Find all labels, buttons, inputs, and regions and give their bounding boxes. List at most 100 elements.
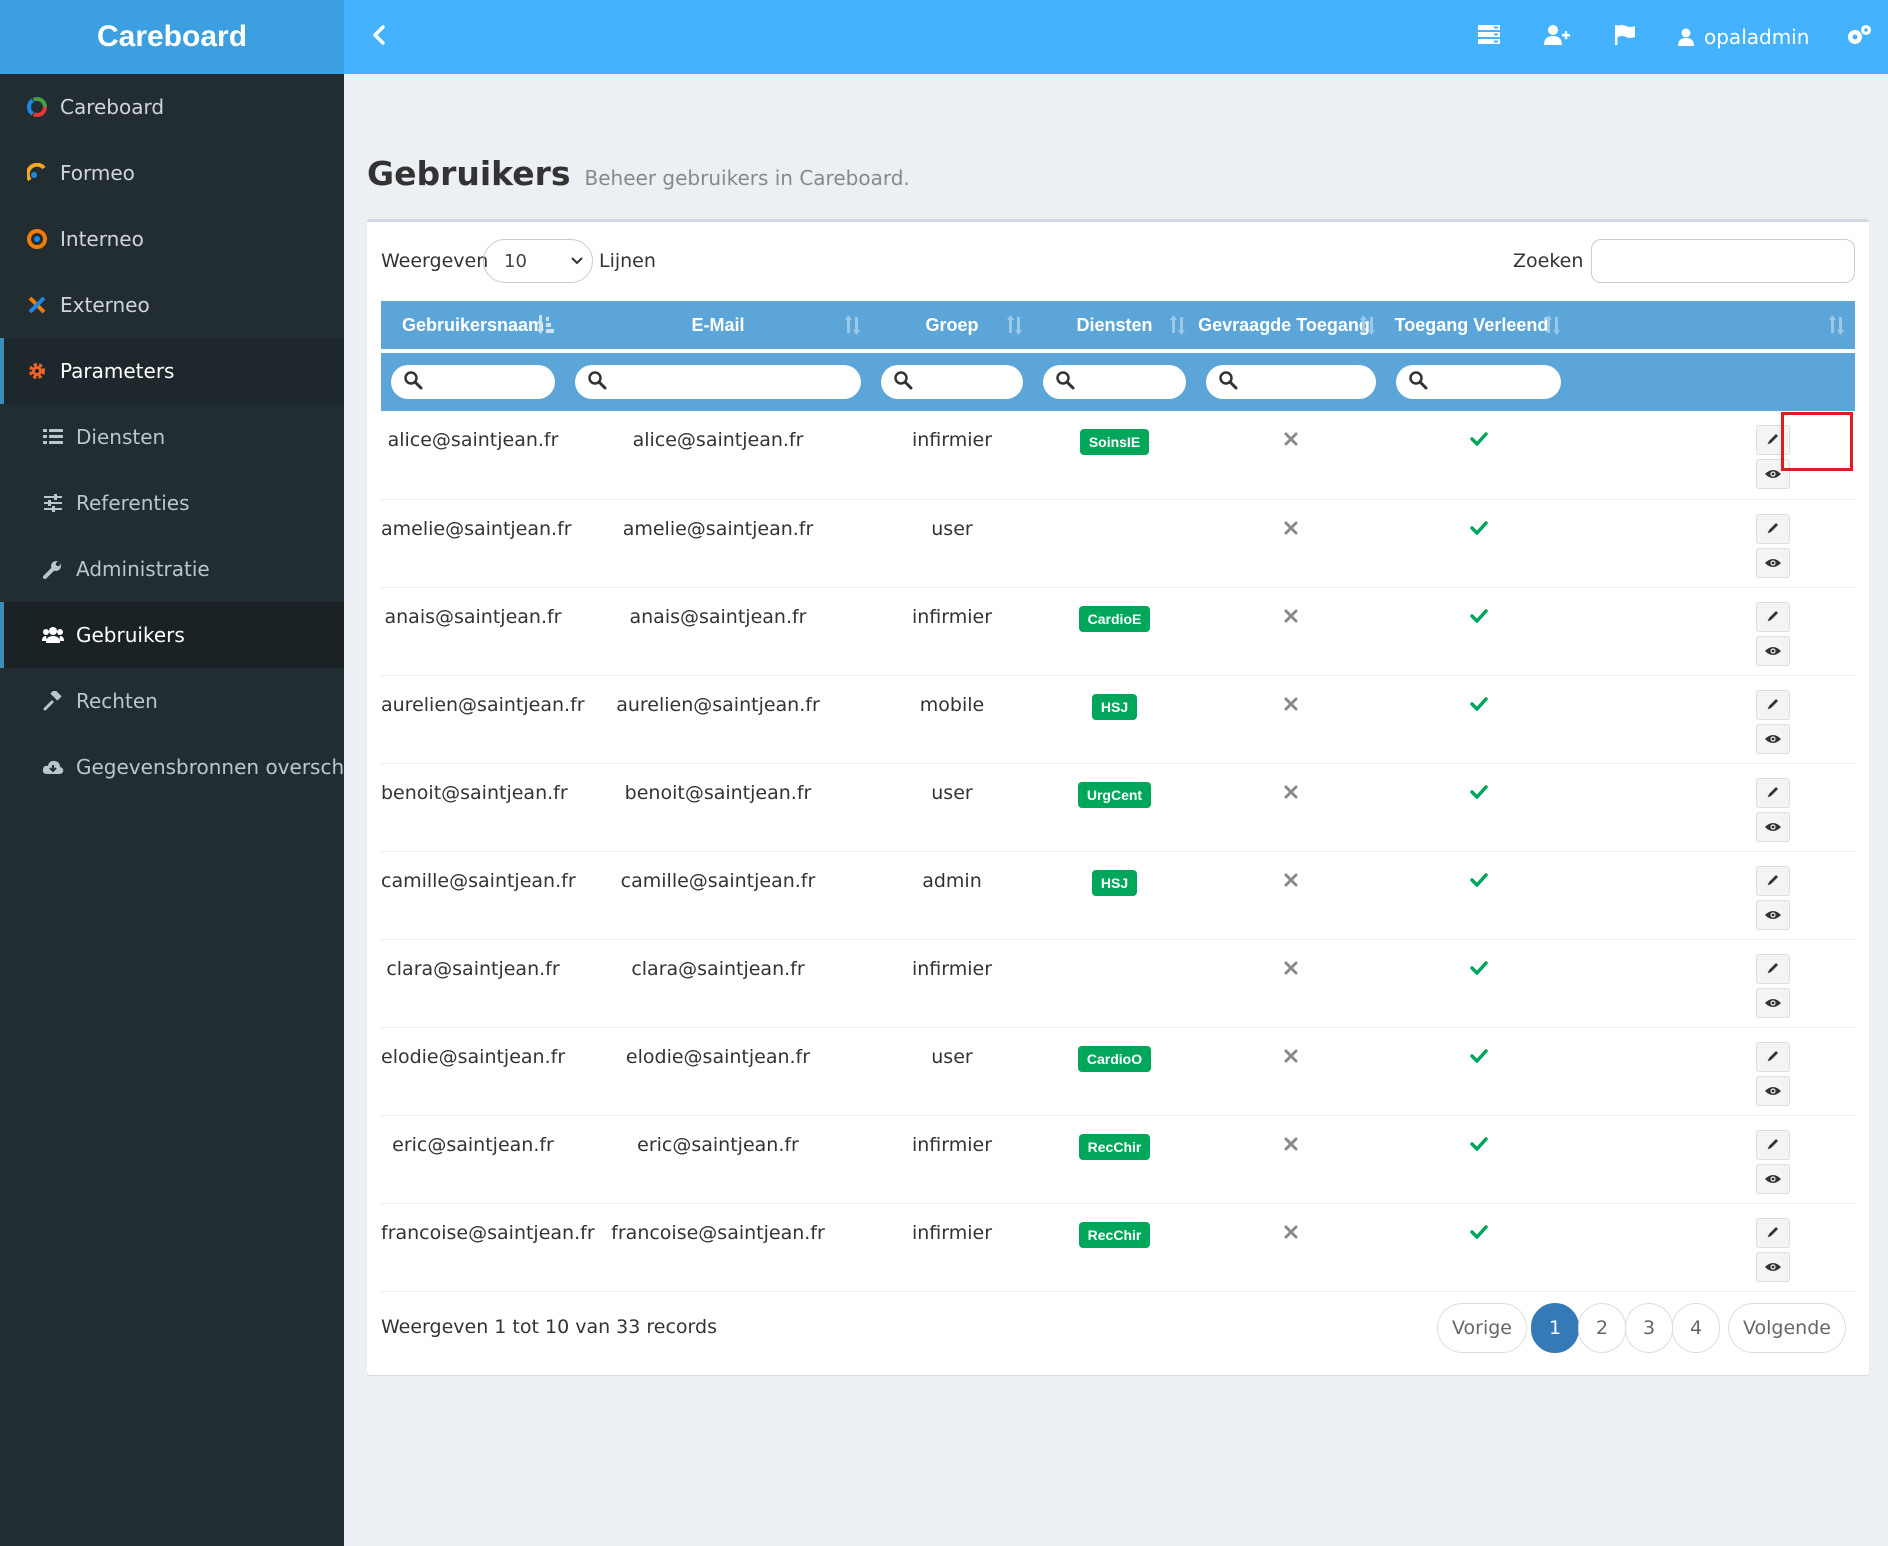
sort-icon: [1545, 315, 1561, 340]
eye-icon: [1765, 640, 1781, 662]
user-menu[interactable]: opaladmin: [1678, 18, 1809, 56]
edit-button[interactable]: [1756, 513, 1790, 544]
header-username[interactable]: Gebruikersnaam: [381, 301, 565, 349]
pagination-previous[interactable]: Vorige: [1437, 1303, 1527, 1353]
cell-group: infirmier: [871, 939, 1033, 1028]
sidebar-toggle-button[interactable]: [364, 22, 394, 52]
pencil-icon: [1766, 1222, 1780, 1244]
sidebar-item-rechten[interactable]: Rechten: [0, 668, 344, 734]
server-button[interactable]: [1474, 22, 1504, 52]
pencil-icon: [1766, 782, 1780, 804]
service-badge: RecChir: [1078, 1221, 1151, 1248]
view-button[interactable]: [1756, 1163, 1790, 1194]
filter-services-input[interactable]: [1043, 365, 1186, 399]
cell-services: RecChir: [1033, 1203, 1196, 1292]
eye-icon: [1765, 1256, 1781, 1278]
check-icon: [1469, 782, 1488, 804]
pencil-icon: [1766, 870, 1780, 892]
service-badge: RecChir: [1078, 1133, 1151, 1160]
sidebar-item-parameters[interactable]: Parameters: [0, 338, 344, 404]
user-icon: [1678, 28, 1694, 46]
pagination-page-3[interactable]: 3: [1625, 1303, 1673, 1353]
cell-services: CardioE: [1033, 587, 1196, 676]
cell-email: anais@saintjean.fr: [565, 587, 871, 676]
edit-button[interactable]: [1756, 689, 1790, 720]
sort-icon: [1170, 315, 1186, 340]
check-icon: [1469, 958, 1488, 980]
check-icon: [1469, 1222, 1488, 1244]
table-row: elodie@saintjean.fr elodie@saintjean.fr us…: [381, 1027, 1855, 1116]
sidebar-item-label: Gegevensbronnen overschrijven: [76, 755, 344, 779]
check-icon: [1469, 518, 1488, 540]
edit-button[interactable]: [1756, 1217, 1790, 1248]
view-button[interactable]: [1756, 635, 1790, 666]
search-label: Zoeken: [1513, 250, 1584, 272]
pagination-page-2[interactable]: 2: [1578, 1303, 1626, 1353]
eye-icon: [1765, 552, 1781, 574]
search-input[interactable]: [1591, 239, 1855, 283]
header-actions[interactable]: [1571, 301, 1855, 349]
sidebar-item-gegevensbronnen[interactable]: Gegevensbronnen overschrijven: [0, 734, 344, 800]
cross-icon: [1284, 429, 1298, 451]
view-button[interactable]: [1756, 459, 1790, 489]
filter-username-input[interactable]: [391, 365, 555, 399]
view-button[interactable]: [1756, 723, 1790, 754]
view-button[interactable]: [1756, 1075, 1790, 1106]
edit-button[interactable]: [1756, 1041, 1790, 1072]
cell-username: amelie@saintjean.fr: [381, 499, 572, 588]
filter-group-input[interactable]: [881, 365, 1023, 399]
flag-button[interactable]: [1610, 22, 1640, 52]
sidebar-item-externeo[interactable]: Externeo: [0, 272, 344, 338]
view-button[interactable]: [1756, 547, 1790, 578]
sidebar-item-formeo[interactable]: Formeo: [0, 140, 344, 206]
cross-icon: [1284, 870, 1298, 892]
cross-icon: [1284, 1134, 1298, 1156]
filter-email-input[interactable]: [575, 365, 861, 399]
edit-button[interactable]: [1756, 601, 1790, 632]
service-badge: CardioE: [1078, 605, 1151, 632]
settings-button[interactable]: [1844, 22, 1874, 52]
table-info: Weergeven 1 tot 10 van 33 records: [381, 1316, 717, 1338]
edit-button[interactable]: [1756, 777, 1790, 808]
sidebar-item-diensten[interactable]: Diensten: [0, 404, 344, 470]
sidebar-item-label: Parameters: [60, 359, 175, 383]
eye-icon: [1765, 463, 1781, 485]
view-button[interactable]: [1756, 987, 1790, 1018]
view-button[interactable]: [1756, 899, 1790, 930]
header-services[interactable]: Diensten: [1033, 301, 1196, 349]
sidebar-item-interneo[interactable]: Interneo: [0, 206, 344, 272]
cell-requested-access: [1196, 675, 1386, 764]
cell-actions: [1571, 939, 1855, 1028]
pagination-page-1[interactable]: 1: [1531, 1303, 1579, 1353]
cell-services: HSJ: [1033, 851, 1196, 940]
pagination-page-4[interactable]: 4: [1672, 1303, 1720, 1353]
header-email[interactable]: E-Mail: [565, 301, 871, 349]
cell-email: benoit@saintjean.fr: [565, 763, 871, 852]
header-group[interactable]: Groep: [871, 301, 1033, 349]
edit-button[interactable]: [1756, 865, 1790, 896]
cell-username: anais@saintjean.fr: [381, 587, 565, 676]
sidebar-item-gebruikers[interactable]: Gebruikers: [0, 602, 344, 668]
cell-actions: [1571, 499, 1855, 588]
view-button[interactable]: [1756, 811, 1790, 842]
view-button[interactable]: [1756, 1251, 1790, 1282]
eye-icon: [1765, 904, 1781, 926]
header-access-granted[interactable]: Toegang Verleend: [1386, 301, 1571, 349]
sidebar-item-referenties[interactable]: Referenties: [0, 470, 344, 536]
brand-logo[interactable]: Careboard: [0, 0, 344, 74]
add-user-button[interactable]: [1542, 22, 1572, 52]
page-length-select[interactable]: 10: [483, 239, 593, 283]
sidebar-item-careboard[interactable]: Careboard: [0, 74, 344, 140]
table-row: francoise@saintjean.fr francoise@saintjea…: [381, 1203, 1855, 1292]
edit-button[interactable]: [1756, 1129, 1790, 1160]
sidebar-item-administratie[interactable]: Administratie: [0, 536, 344, 602]
pagination-next[interactable]: Volgende: [1728, 1303, 1846, 1353]
filter-access-granted-input[interactable]: [1396, 365, 1561, 399]
sort-icon: [1829, 315, 1845, 340]
header-requested-access[interactable]: Gevraagde Toegang: [1196, 301, 1386, 349]
filter-requested-access-input[interactable]: [1206, 365, 1376, 399]
edit-button[interactable]: [1756, 425, 1790, 455]
careboard-logo-icon: [26, 96, 48, 118]
edit-button[interactable]: [1756, 953, 1790, 984]
cell-requested-access: [1196, 851, 1386, 940]
